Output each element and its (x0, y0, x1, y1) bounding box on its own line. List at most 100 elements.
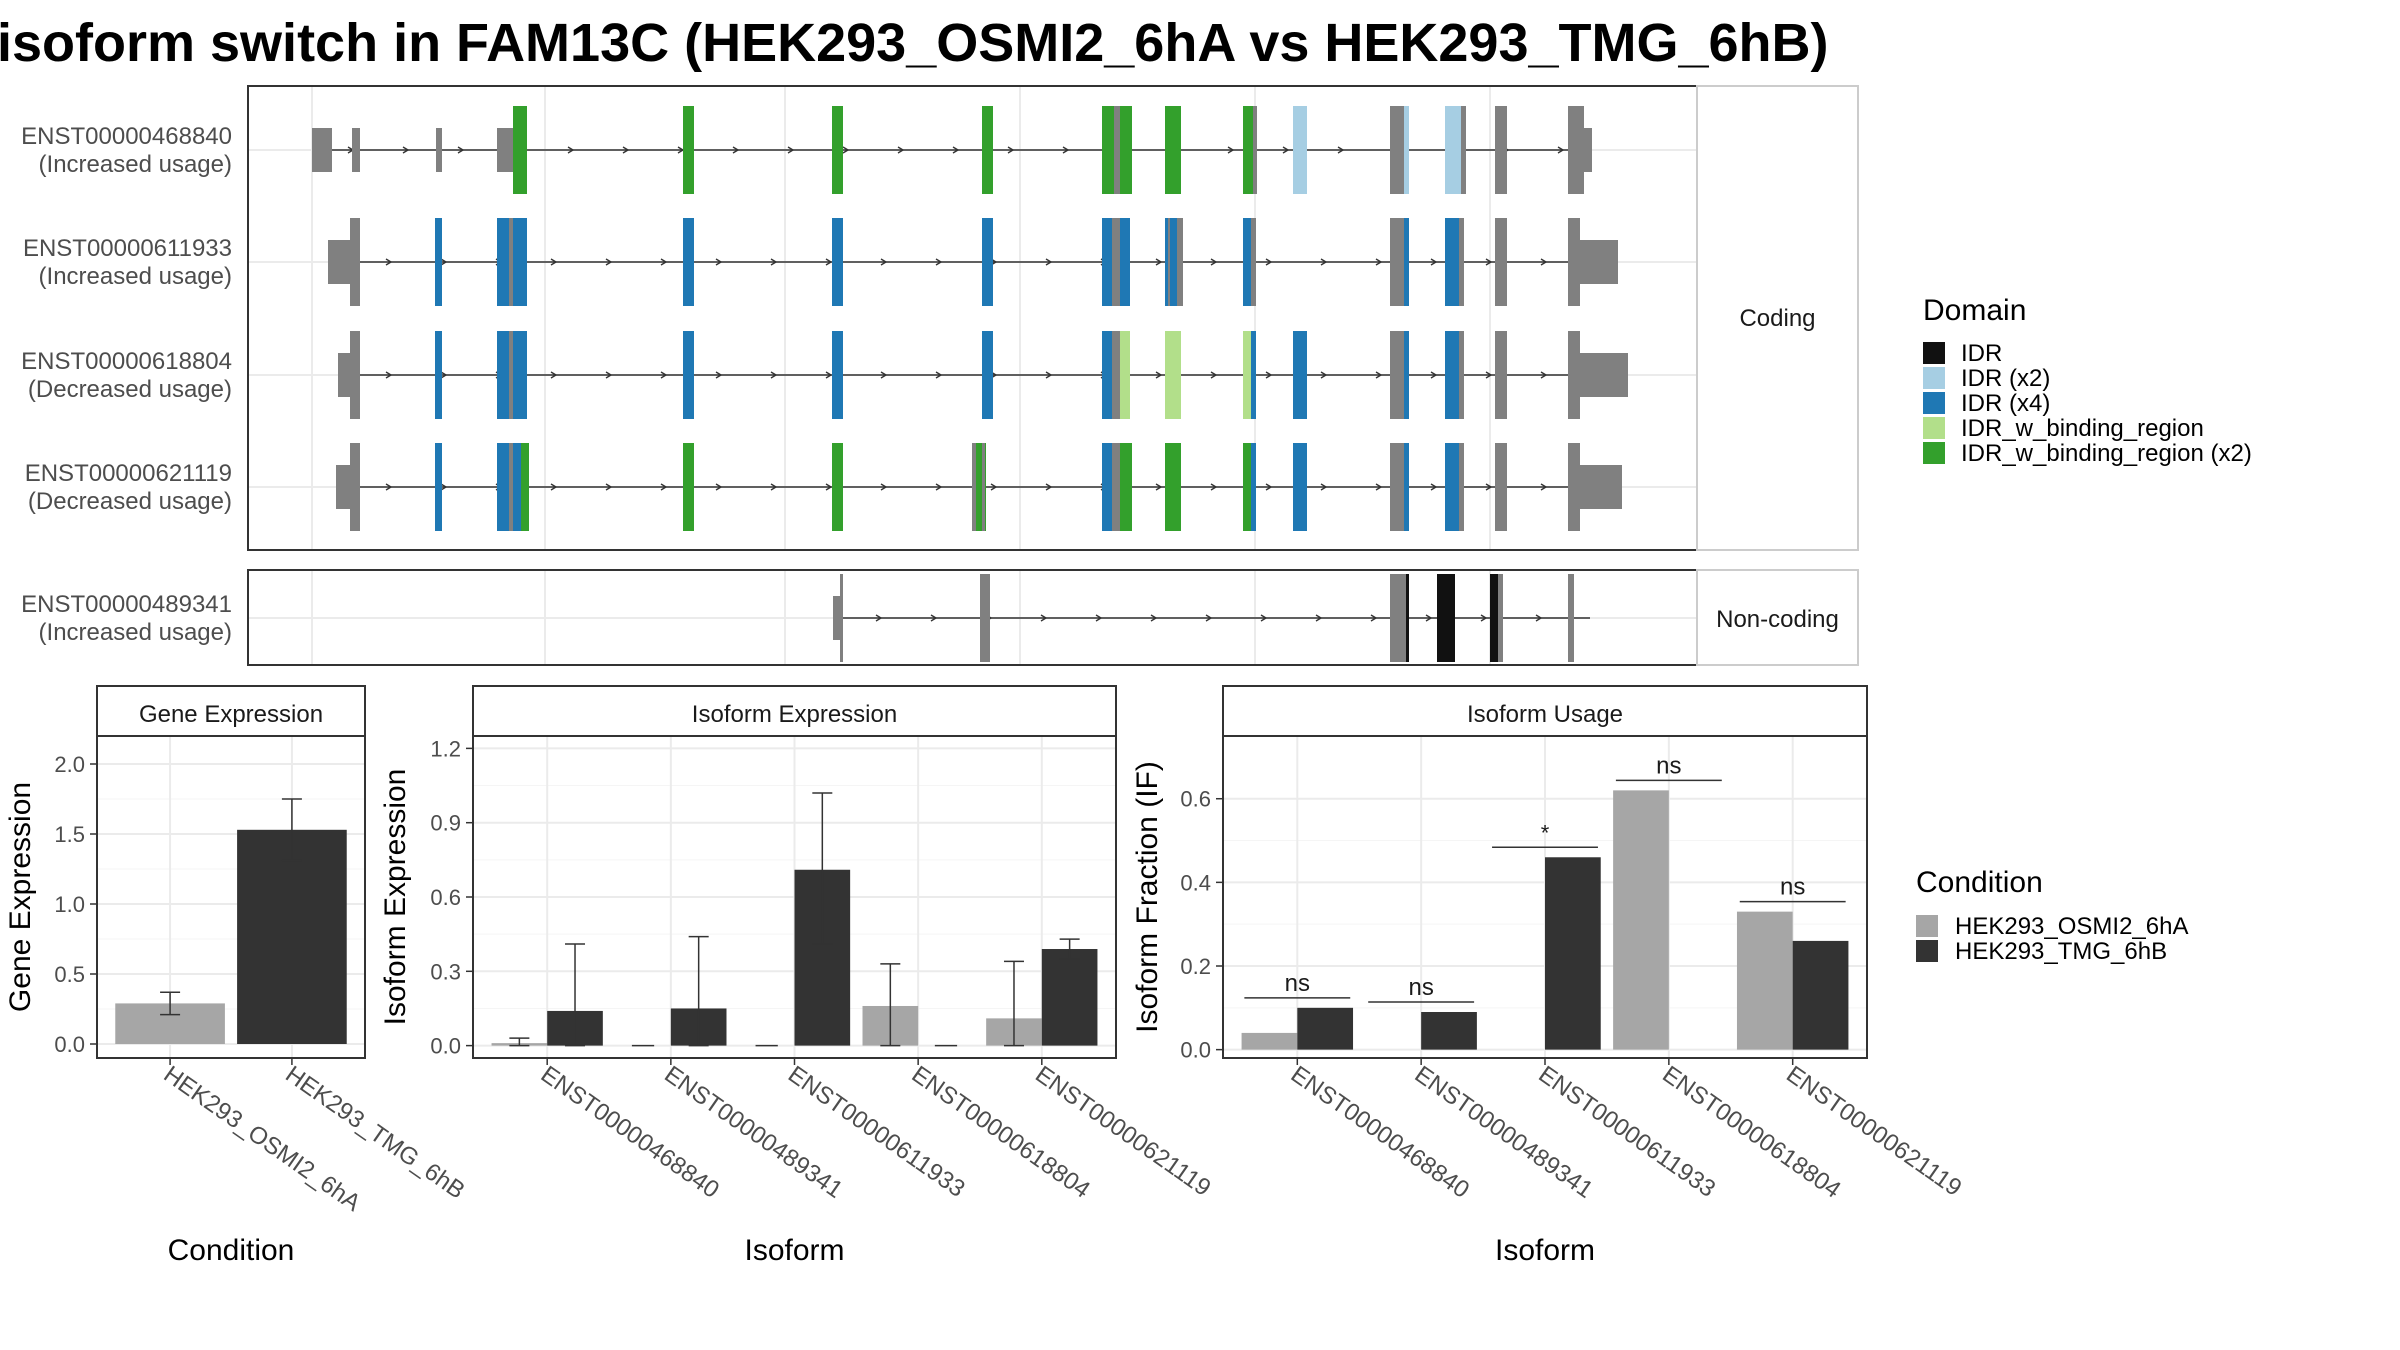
intron-direction-arrow (732, 146, 740, 154)
exon-block (1120, 443, 1132, 531)
figure-title: The isoform switch in FAM13C (HEK293_OSM… (0, 8, 1878, 78)
intron-direction-arrow (715, 371, 723, 379)
exon-block (1251, 218, 1256, 306)
exon-block (1495, 331, 1507, 419)
intron-direction-arrow (1370, 614, 1378, 622)
exon-block (513, 443, 521, 531)
intron-direction-arrow (1155, 371, 1163, 379)
intron-direction-arrow (1540, 371, 1548, 379)
intron-direction-arrow (825, 371, 833, 379)
exon-block (1293, 106, 1307, 194)
x-axis-title: Condition (168, 1234, 295, 1267)
transcript-usage-label: (Decreased usage) (28, 488, 232, 515)
domain-legend-label: IDR (x4) (1961, 390, 2050, 417)
exon-block (521, 443, 529, 531)
exon-block (1170, 218, 1178, 306)
intron-direction-arrow (457, 146, 465, 154)
panel-strip (96, 685, 366, 737)
intron-direction-arrow (825, 483, 833, 491)
exon-block (436, 128, 442, 172)
intron-direction-arrow (550, 258, 558, 266)
intron-direction-arrow (1155, 258, 1163, 266)
domain-legend-label: IDR_w_binding_region (x2) (1961, 440, 2252, 467)
exon-block (1568, 218, 1580, 306)
intron-direction-arrow (1210, 483, 1218, 491)
intron-direction-arrow (1210, 258, 1218, 266)
intron-direction-arrow (875, 614, 883, 622)
y-tick-label: 0.6 (430, 885, 461, 910)
intron-direction-arrow (605, 371, 613, 379)
exon-block (1120, 218, 1130, 306)
domain-legend-key (1923, 417, 1945, 439)
intron-direction-arrow (825, 258, 833, 266)
exon-block (1398, 218, 1404, 306)
transcript-id-label: ENST00000611933 (23, 235, 232, 262)
exon-block (509, 331, 513, 419)
exon-block (1165, 106, 1181, 194)
y-tick-label: 0.2 (1180, 954, 1211, 979)
exon-block (1251, 331, 1256, 419)
exon-block (1102, 331, 1112, 419)
transcript-id-label: ENST00000621119 (25, 460, 232, 487)
intron-direction-arrow (1337, 146, 1345, 154)
bar (1297, 1007, 1354, 1050)
exon-block (1120, 331, 1130, 419)
exon-block (683, 218, 694, 306)
exon-block (1112, 443, 1120, 531)
exon-block (832, 443, 843, 531)
intron-direction-arrow (1045, 371, 1053, 379)
domain-legend-title: Domain (1923, 294, 2026, 327)
intron-direction-arrow (440, 258, 448, 266)
exon-block (1445, 331, 1459, 419)
intron-direction-arrow (1227, 146, 1235, 154)
y-tick-label: 0.0 (54, 1032, 85, 1057)
y-axis-title: Isoform Fraction (IF) (1131, 761, 1164, 1033)
exon-block (1580, 353, 1628, 397)
intron-direction-arrow (402, 146, 410, 154)
exon-block (982, 443, 985, 531)
intron-direction-arrow (1205, 614, 1213, 622)
domain-legend-label: IDR (x2) (1961, 365, 2050, 392)
intron-direction-arrow (935, 371, 943, 379)
exon-block (513, 106, 527, 194)
exon-block (1390, 443, 1398, 531)
intron-direction-arrow (1480, 614, 1488, 622)
bar (237, 829, 347, 1044)
exon-block (1404, 331, 1409, 419)
exon-block (1102, 106, 1114, 194)
y-tick-label: 1.5 (54, 822, 85, 847)
transcript-id-label: ENST00000489341 (21, 591, 232, 618)
intron-direction-arrow (1095, 614, 1103, 622)
intron-direction-arrow (1430, 483, 1438, 491)
exon-block (513, 218, 527, 306)
exon-block (1177, 218, 1183, 306)
significance-label: ns (1408, 974, 1433, 1001)
intron-direction-arrow (605, 483, 613, 491)
exon-block (336, 465, 350, 509)
exon-block (683, 331, 694, 419)
intron-direction-arrow (622, 146, 630, 154)
y-tick-label: 0.3 (430, 959, 461, 984)
significance-label: ns (1656, 752, 1681, 779)
y-axis-title: Gene Expression (4, 782, 37, 1012)
domain-legend-key (1923, 392, 1945, 414)
exon-block (1404, 106, 1409, 194)
exon-block (1445, 106, 1461, 194)
exon-block (1398, 106, 1404, 194)
exon-block (1243, 331, 1251, 419)
intron-direction-arrow (1315, 614, 1323, 622)
exon-block (1165, 331, 1181, 419)
intron-direction-arrow (1485, 258, 1493, 266)
exon-block (683, 106, 694, 194)
exon-block (1498, 574, 1503, 662)
exon-block (980, 574, 990, 662)
intron-direction-arrow (897, 146, 905, 154)
exon-block (976, 443, 986, 531)
coding-strip-label: Coding (1739, 305, 1815, 332)
transcript-id-label: ENST00000618804 (21, 348, 232, 375)
intron-direction-arrow (1540, 258, 1548, 266)
exon-block (1243, 218, 1251, 306)
panel-strip-title: Gene Expression (139, 701, 323, 728)
y-tick-label: 0.4 (1180, 870, 1211, 895)
intron-direction-arrow (1540, 483, 1548, 491)
